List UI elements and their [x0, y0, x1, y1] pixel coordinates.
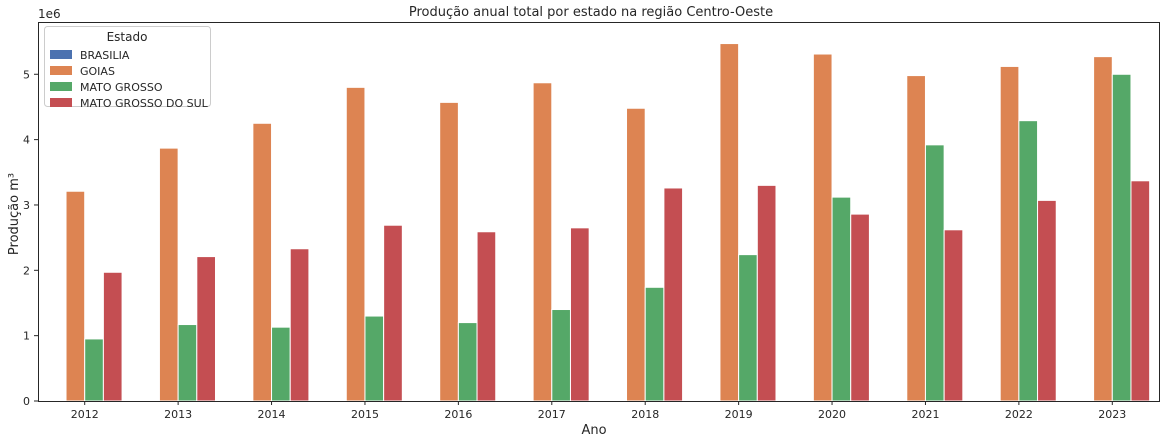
y-tick-label: 2: [23, 264, 30, 277]
legend-swatch: [50, 66, 72, 75]
bar-goias-2022: [999, 65, 1020, 402]
bar-goias-2017: [532, 82, 553, 402]
x-tick-label: 2015: [351, 408, 379, 421]
bar-goias-2023: [1093, 56, 1113, 402]
bar-goias-2019: [719, 43, 740, 402]
y-tick-label: 1: [23, 330, 30, 343]
x-tick-label: 2017: [538, 408, 566, 421]
bar-mato-grosso-do-sul-2021: [943, 229, 964, 402]
chart-title: Produção anual total por estado na regiã…: [409, 5, 773, 20]
bar-mato-grosso-do-sul-2017: [569, 227, 590, 402]
bar-goias-2018: [626, 107, 646, 402]
bar-mato-grosso-do-sul-2020: [850, 213, 870, 402]
bar-mato-grosso-2021: [924, 144, 945, 402]
bar-goias-2013: [158, 147, 179, 402]
x-tick-label: 2020: [818, 408, 846, 421]
bar-goias-2015: [345, 86, 366, 402]
bar-goias-2020: [812, 53, 833, 402]
bar-mato-grosso-do-sul-2016: [476, 231, 497, 402]
legend-label: MATO GROSSO: [80, 81, 163, 94]
bar-mato-grosso-2023: [1111, 73, 1132, 402]
bar-mato-grosso-do-sul-2012: [102, 271, 123, 402]
x-axis-ticks: 2012 2013 2014 2015 2016 2017 2018 2019 2020 2021…: [71, 401, 1126, 421]
bar-mato-grosso-do-sul-2023: [1130, 180, 1151, 402]
bar-mato-grosso-do-sul-2014: [289, 248, 310, 402]
y-axis-ticks: 0 1 2 3 4 5: [23, 68, 38, 408]
bar-goias-2014: [252, 122, 273, 402]
x-axis-label: Ano: [581, 423, 606, 438]
bar-goias-2012: [65, 190, 86, 402]
y-tick-label: 5: [23, 68, 30, 81]
legend-swatch: [50, 82, 72, 91]
bar-mato-grosso-do-sul-2018: [663, 187, 684, 402]
bar-mato-grosso-2019: [738, 254, 758, 402]
x-tick-label: 2023: [1098, 408, 1126, 421]
legend-label: GOIAS: [80, 65, 115, 78]
bars: [65, 43, 1151, 402]
bar-mato-grosso-do-sul-2013: [196, 256, 216, 402]
legend-label: MATO GROSSO DO SUL: [80, 97, 209, 110]
x-tick-label: 2016: [444, 408, 472, 421]
y-offset-label: 1e6: [38, 7, 61, 21]
bar-mato-grosso-2018: [644, 286, 665, 402]
y-axis-label: Produção m³: [7, 173, 22, 255]
y-tick-label: 3: [23, 199, 30, 212]
legend-title: Estado: [107, 30, 148, 44]
bar-mato-grosso-2017: [551, 309, 571, 402]
bar-mato-grosso-2014: [271, 326, 291, 402]
y-tick-label: 0: [23, 395, 30, 408]
x-tick-label: 2022: [1005, 408, 1033, 421]
bar-mato-grosso-do-sul-2022: [1037, 199, 1057, 402]
x-tick-label: 2013: [164, 408, 192, 421]
x-tick-label: 2018: [631, 408, 659, 421]
legend-label: BRASILIA: [80, 49, 130, 62]
legend-swatch: [50, 98, 72, 107]
plot-frame: [38, 22, 1160, 402]
x-tick-label: 2012: [71, 408, 99, 421]
x-tick-label: 2021: [911, 408, 939, 421]
bar-mato-grosso-2022: [1018, 120, 1039, 402]
bar-goias-2021: [906, 75, 926, 402]
bar-mato-grosso-2013: [177, 324, 198, 402]
bar-mato-grosso-2016: [457, 322, 478, 402]
legend-items: BRASILIA GOIAS MATO GROSSO MATO GROSSO DO S…: [50, 49, 209, 110]
bar-mato-grosso-2015: [364, 315, 385, 402]
legend-frame: [44, 26, 211, 107]
x-tick-label: 2019: [725, 408, 753, 421]
y-tick-label: 4: [23, 134, 30, 147]
bar-mato-grosso-do-sul-2015: [383, 224, 403, 402]
bar-mato-grosso-do-sul-2019: [756, 184, 777, 402]
x-tick-label: 2014: [258, 408, 286, 421]
legend: Estado BRASILIA GOIAS MATO GROSSO MATO GROS…: [44, 26, 211, 110]
legend-swatch: [50, 50, 72, 59]
bar-mato-grosso-2020: [831, 196, 852, 402]
bar-mato-grosso-2012: [84, 338, 104, 402]
bar-goias-2016: [439, 101, 459, 402]
